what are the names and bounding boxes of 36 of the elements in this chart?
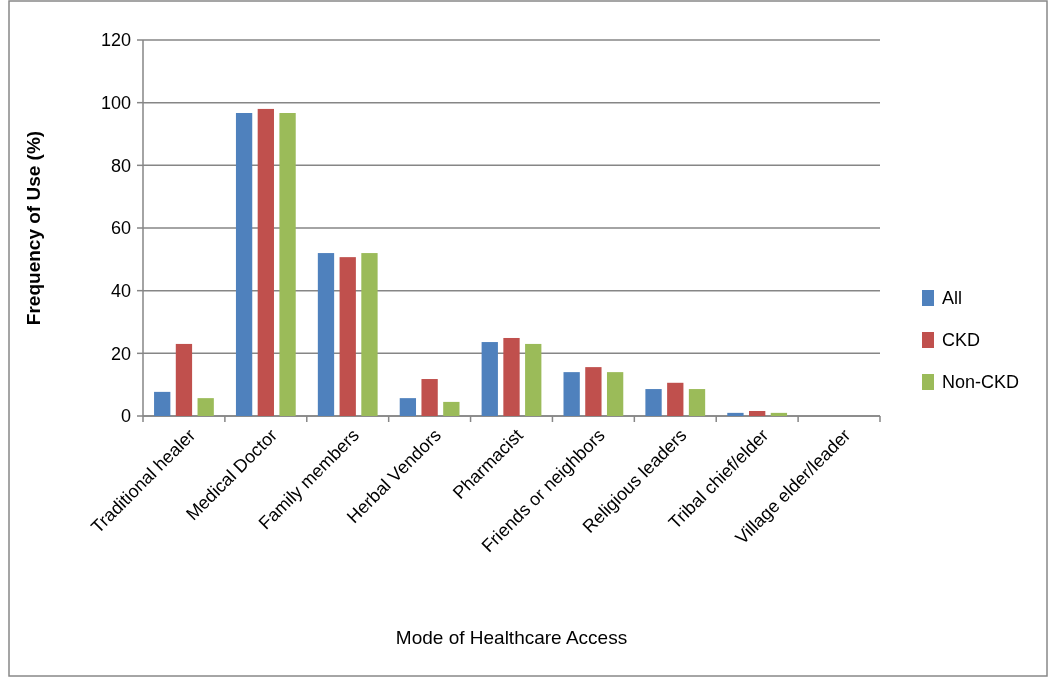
bar [339, 257, 356, 416]
bar [770, 412, 788, 416]
legend-label: Non-CKD [942, 372, 1020, 393]
y-tick-label: 80 [110, 155, 131, 176]
y-axis-title: Frequency of Use (%) [23, 130, 44, 326]
bar [154, 391, 171, 416]
bar [606, 372, 624, 416]
bar [175, 343, 193, 416]
bar [645, 389, 662, 416]
bar [749, 410, 766, 416]
bar [525, 343, 542, 416]
y-tick-label: 0 [120, 406, 131, 427]
bar [279, 113, 296, 416]
bar [563, 372, 580, 416]
y-tick-label: 60 [110, 218, 131, 239]
bar [421, 379, 438, 416]
bar [503, 337, 520, 416]
bar [688, 389, 706, 416]
bar [399, 398, 417, 416]
y-tick-label: 120 [100, 30, 131, 51]
y-tick-label: 100 [100, 92, 131, 113]
bar [727, 412, 744, 416]
bar [585, 367, 602, 416]
bar [361, 253, 378, 416]
x-axis-title: Mode of Healthcare Access [395, 627, 628, 648]
bar [197, 398, 214, 416]
bar [257, 108, 274, 416]
y-tick-label: 20 [110, 343, 131, 364]
legend-label: CKD [942, 330, 981, 351]
bar [667, 382, 684, 416]
bar [317, 253, 335, 416]
bar [481, 342, 498, 416]
bar [235, 113, 253, 416]
bar [443, 401, 460, 416]
legend-label: All [942, 288, 963, 309]
y-tick-label: 40 [110, 280, 131, 301]
